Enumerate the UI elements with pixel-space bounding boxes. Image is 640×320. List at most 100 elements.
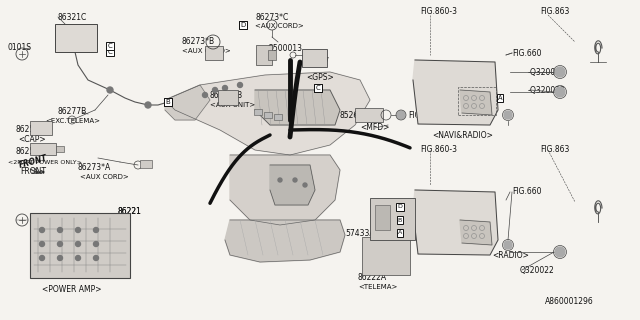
Polygon shape (225, 220, 345, 262)
Circle shape (40, 255, 45, 260)
Circle shape (504, 241, 512, 249)
Circle shape (202, 92, 207, 98)
Text: 86221: 86221 (118, 207, 142, 217)
Text: A: A (398, 230, 402, 236)
Text: <NAVI&RADIO>: <NAVI&RADIO> (432, 131, 493, 140)
Text: <AUX UNIT>: <AUX UNIT> (210, 102, 255, 108)
Text: 86221: 86221 (118, 207, 142, 217)
Text: FIG.660: FIG.660 (512, 188, 541, 196)
Text: 86273*A: 86273*A (78, 164, 111, 172)
Circle shape (76, 255, 81, 260)
Polygon shape (460, 220, 492, 245)
Text: <AUX CORD>: <AUX CORD> (255, 23, 304, 29)
Text: 86273*C: 86273*C (255, 12, 288, 21)
Circle shape (93, 255, 99, 260)
Circle shape (93, 242, 99, 246)
Circle shape (555, 87, 565, 97)
Bar (30, 213, 130, 278)
Bar (218, 90, 238, 105)
Circle shape (293, 178, 297, 182)
Text: D: D (397, 204, 403, 210)
Circle shape (40, 228, 45, 233)
Circle shape (397, 111, 405, 119)
Text: <EXC.TELEMA>: <EXC.TELEMA> (45, 118, 100, 124)
Bar (30, 121, 52, 135)
Bar (370, 198, 415, 240)
Text: A860001296: A860001296 (545, 298, 594, 307)
Text: 86321C: 86321C (58, 12, 87, 21)
Text: FIG.660: FIG.660 (408, 111, 438, 121)
Bar (55, 24, 97, 52)
Text: Q320022: Q320022 (520, 266, 555, 275)
Circle shape (303, 183, 307, 187)
Text: B: B (166, 99, 170, 105)
Circle shape (237, 83, 243, 87)
Text: FIG.860-3: FIG.860-3 (420, 7, 457, 17)
Circle shape (145, 102, 151, 108)
Text: <TELEMA>: <TELEMA> (358, 284, 397, 290)
Bar (302, 49, 327, 67)
Bar (274, 114, 282, 120)
Circle shape (76, 242, 81, 246)
Text: C: C (316, 85, 321, 91)
Text: -Q320022: -Q320022 (528, 68, 566, 76)
Bar (362, 237, 410, 275)
Text: 86257*A: 86257*A (15, 148, 48, 156)
Text: 85261: 85261 (340, 111, 364, 121)
Bar (30, 143, 56, 155)
Text: <POWER AMP>: <POWER AMP> (42, 285, 102, 294)
Polygon shape (413, 60, 498, 125)
Polygon shape (255, 90, 340, 125)
Circle shape (40, 242, 45, 246)
Text: FIG.860-3: FIG.860-3 (420, 146, 457, 155)
Bar (268, 50, 276, 60)
Circle shape (107, 87, 113, 93)
Text: 86273*B: 86273*B (182, 37, 215, 46)
Text: <MFD>: <MFD> (360, 124, 389, 132)
Text: C: C (108, 43, 113, 49)
Text: C: C (316, 85, 321, 91)
Text: 86277B: 86277B (58, 108, 87, 116)
Circle shape (58, 228, 63, 233)
Text: -Q320022: -Q320022 (528, 85, 566, 94)
Circle shape (58, 255, 63, 260)
Circle shape (504, 111, 512, 119)
Circle shape (76, 228, 81, 233)
Text: FIG.863: FIG.863 (540, 146, 570, 155)
Text: 86257B: 86257B (15, 125, 44, 134)
Text: D: D (241, 22, 246, 28)
Text: FIG.660: FIG.660 (512, 49, 541, 58)
Text: Q500013: Q500013 (268, 44, 303, 52)
Text: <RADIO>: <RADIO> (492, 251, 529, 260)
Text: A: A (498, 95, 502, 101)
Text: <AUX CORD>: <AUX CORD> (182, 48, 231, 54)
Bar (375, 205, 390, 230)
Text: 0101S: 0101S (8, 44, 32, 52)
Circle shape (555, 67, 565, 77)
Text: C: C (108, 49, 113, 55)
Bar (355, 108, 383, 122)
Text: <2PORT POWER ONLY>: <2PORT POWER ONLY> (8, 161, 82, 165)
Polygon shape (230, 155, 340, 225)
Polygon shape (165, 85, 210, 120)
Circle shape (58, 242, 63, 246)
Polygon shape (460, 90, 492, 115)
Text: D: D (241, 22, 246, 28)
Text: N370031: N370031 (30, 215, 65, 225)
Bar (140, 160, 152, 168)
Text: <GPS>: <GPS> (306, 73, 333, 82)
Text: <CAP>: <CAP> (18, 134, 45, 143)
Polygon shape (270, 165, 315, 205)
Polygon shape (413, 190, 498, 255)
Circle shape (278, 178, 282, 182)
Text: FIG.863: FIG.863 (540, 7, 570, 17)
Text: 86222A: 86222A (358, 274, 387, 283)
Circle shape (212, 87, 218, 92)
Text: 86277: 86277 (305, 57, 329, 66)
Bar (256, 45, 272, 65)
Text: FRONT: FRONT (18, 154, 49, 170)
Bar (264, 112, 272, 118)
Text: B: B (398, 218, 402, 222)
Text: 86257*B: 86257*B (210, 92, 243, 100)
Text: FRONT: FRONT (20, 167, 46, 177)
